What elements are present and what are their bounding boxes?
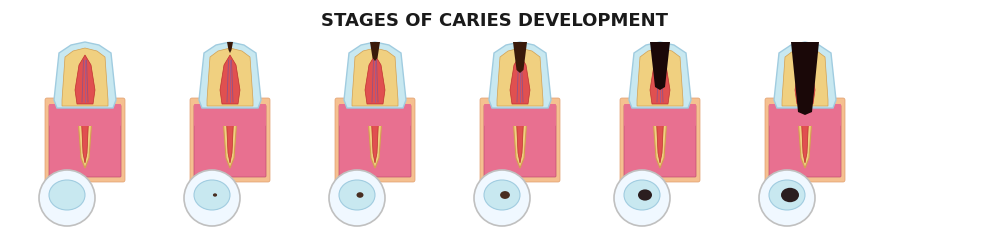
Polygon shape	[510, 55, 530, 104]
Polygon shape	[650, 42, 670, 90]
Ellipse shape	[357, 192, 364, 198]
FancyBboxPatch shape	[624, 105, 696, 177]
Polygon shape	[220, 55, 240, 104]
Polygon shape	[73, 105, 97, 168]
Ellipse shape	[49, 180, 85, 210]
Polygon shape	[516, 110, 524, 163]
Polygon shape	[656, 110, 664, 163]
Ellipse shape	[194, 180, 230, 210]
Polygon shape	[81, 110, 89, 163]
Polygon shape	[508, 105, 532, 168]
Circle shape	[184, 170, 240, 226]
FancyBboxPatch shape	[480, 98, 560, 182]
Ellipse shape	[500, 191, 510, 199]
FancyBboxPatch shape	[620, 98, 700, 182]
Ellipse shape	[624, 180, 660, 210]
Polygon shape	[199, 42, 261, 108]
Ellipse shape	[484, 180, 520, 210]
FancyBboxPatch shape	[194, 105, 266, 177]
Polygon shape	[793, 105, 817, 168]
FancyBboxPatch shape	[190, 98, 270, 182]
Polygon shape	[365, 55, 385, 104]
Polygon shape	[54, 42, 116, 108]
Polygon shape	[782, 48, 828, 106]
Ellipse shape	[781, 188, 799, 202]
Text: STAGES OF CARIES DEVELOPMENT: STAGES OF CARIES DEVELOPMENT	[320, 12, 668, 30]
Polygon shape	[513, 42, 527, 73]
FancyBboxPatch shape	[769, 104, 841, 126]
Ellipse shape	[638, 189, 652, 201]
Ellipse shape	[339, 180, 375, 210]
Ellipse shape	[769, 180, 805, 210]
Polygon shape	[497, 48, 543, 106]
Polygon shape	[62, 48, 108, 106]
FancyBboxPatch shape	[624, 104, 696, 126]
FancyBboxPatch shape	[484, 104, 556, 126]
Polygon shape	[363, 105, 387, 168]
Polygon shape	[226, 110, 234, 163]
Polygon shape	[218, 105, 242, 168]
Polygon shape	[795, 55, 815, 104]
Ellipse shape	[212, 193, 217, 197]
Polygon shape	[637, 48, 683, 106]
Polygon shape	[650, 55, 670, 104]
FancyBboxPatch shape	[484, 105, 556, 177]
Polygon shape	[801, 110, 809, 163]
Circle shape	[39, 170, 95, 226]
FancyBboxPatch shape	[49, 104, 121, 126]
FancyBboxPatch shape	[194, 104, 266, 126]
Circle shape	[614, 170, 670, 226]
Polygon shape	[75, 55, 95, 104]
Polygon shape	[791, 42, 819, 115]
Polygon shape	[629, 42, 691, 108]
FancyBboxPatch shape	[339, 105, 411, 177]
Polygon shape	[370, 42, 380, 61]
Polygon shape	[648, 105, 672, 168]
Polygon shape	[344, 42, 406, 108]
FancyBboxPatch shape	[335, 98, 415, 182]
Polygon shape	[774, 42, 836, 108]
FancyBboxPatch shape	[339, 104, 411, 126]
Polygon shape	[489, 42, 551, 108]
Circle shape	[474, 170, 530, 226]
Polygon shape	[227, 42, 233, 53]
Circle shape	[329, 170, 385, 226]
Polygon shape	[207, 48, 253, 106]
Circle shape	[759, 170, 815, 226]
FancyBboxPatch shape	[45, 98, 125, 182]
FancyBboxPatch shape	[49, 105, 121, 177]
FancyBboxPatch shape	[765, 98, 845, 182]
Polygon shape	[371, 110, 379, 163]
Polygon shape	[352, 48, 398, 106]
FancyBboxPatch shape	[769, 105, 841, 177]
